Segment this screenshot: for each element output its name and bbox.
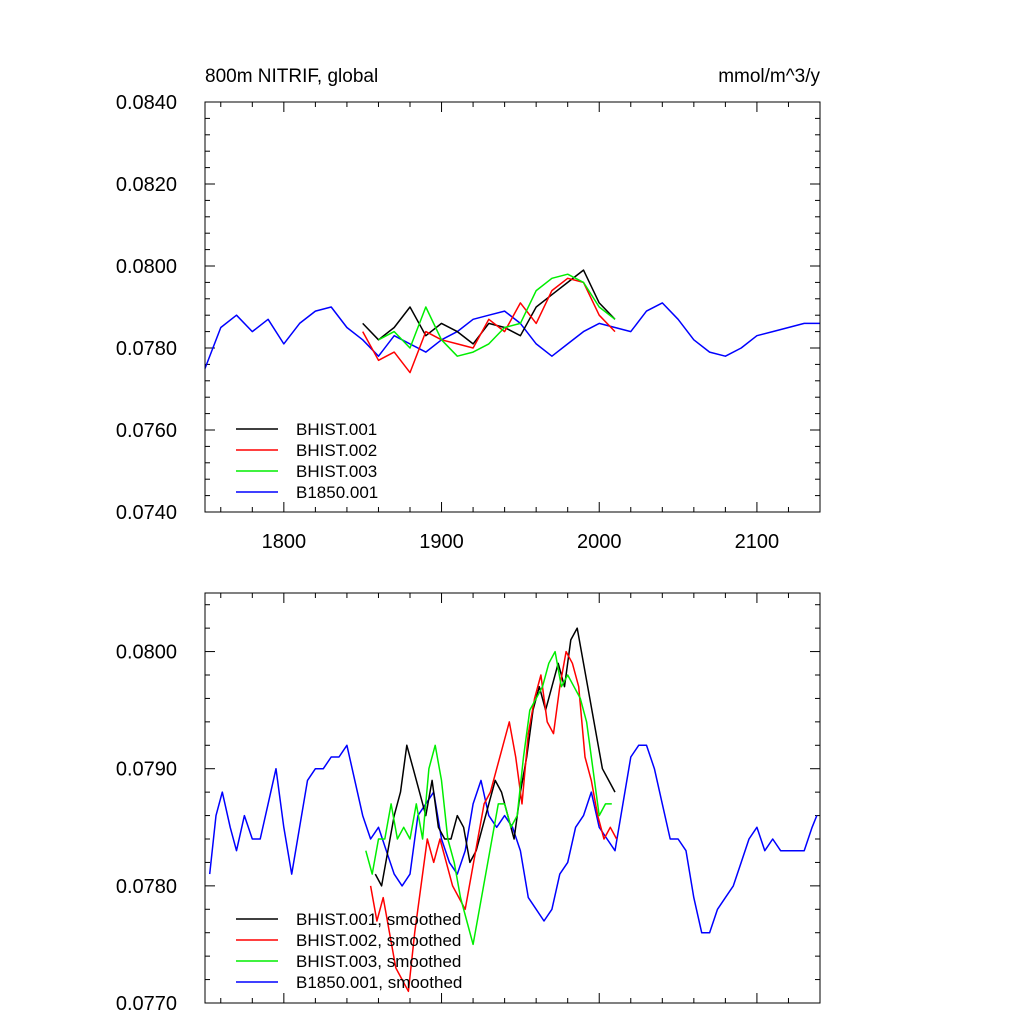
y-tick-label: 0.0800 xyxy=(116,642,177,664)
legend-label: B1850.001, smoothed xyxy=(296,973,462,992)
y-tick-label: 0.0760 xyxy=(116,420,177,442)
y-tick-label: 0.0770 xyxy=(116,993,177,1015)
bottom-panel-frame xyxy=(204,592,821,1004)
legend-label: BHIST.001 xyxy=(296,420,377,439)
top-panel-frame xyxy=(204,101,821,513)
legend-label: BHIST.002, smoothed xyxy=(296,931,461,950)
series-line-b1850-001 xyxy=(204,302,820,369)
x-tick-label: 2100 xyxy=(735,531,780,553)
legend-label: BHIST.003 xyxy=(296,462,377,481)
legend-label: BHIST.003, smoothed xyxy=(296,952,461,971)
y-tick-label: 0.0780 xyxy=(116,876,177,898)
top-panel-title: 800m NITRIF, global xyxy=(205,66,378,87)
y-tick-label: 0.0820 xyxy=(116,174,177,196)
top-panel-units: mmol/m^3/y xyxy=(718,66,820,87)
series-line-b1850-001-smoothed xyxy=(208,744,818,934)
x-tick-label: 1800 xyxy=(262,531,307,553)
bottom-panel: 0.0770 0.0780 0.0790 0.0800 BHIST.001, smoo… xyxy=(116,592,821,1015)
top-panel-ticks: 1800 1900 2000 2100 0.0740 0.0760 0.0780 0.0800… xyxy=(116,92,821,553)
top-panel-legend: BHIST.001 BHIST.002 BHIST.003 B1850.001 xyxy=(236,420,378,502)
top-panel: 800m NITRIF, global mmol/m^3/y 1800 1900 2… xyxy=(116,66,821,553)
series-line-bhist-002 xyxy=(362,277,616,374)
legend-label: B1850.001 xyxy=(296,483,378,502)
legend-label: BHIST.002 xyxy=(296,441,377,460)
bottom-panel-lines xyxy=(208,627,818,993)
y-tick-label: 0.0840 xyxy=(116,92,177,114)
x-tick-label: 1900 xyxy=(419,531,464,553)
series-line-bhist-002-smoothed xyxy=(369,650,618,993)
series-line-bhist-001-smoothed xyxy=(374,627,616,887)
legend-label: BHIST.001, smoothed xyxy=(296,910,461,929)
top-panel-lines xyxy=(204,269,820,374)
x-tick-label: 2000 xyxy=(577,531,622,553)
y-tick-label: 0.0790 xyxy=(116,759,177,781)
series-line-bhist-001 xyxy=(362,269,616,345)
y-tick-label: 0.0780 xyxy=(116,338,177,360)
bottom-panel-ticks: 0.0770 0.0780 0.0790 0.0800 xyxy=(116,593,821,1015)
y-tick-label: 0.0740 xyxy=(116,502,177,524)
series-line-bhist-003-smoothed xyxy=(365,650,612,946)
series-line-bhist-003 xyxy=(378,273,616,357)
bottom-panel-legend: BHIST.001, smoothed BHIST.002, smoothed BH… xyxy=(236,910,462,992)
y-tick-label: 0.0800 xyxy=(116,256,177,278)
